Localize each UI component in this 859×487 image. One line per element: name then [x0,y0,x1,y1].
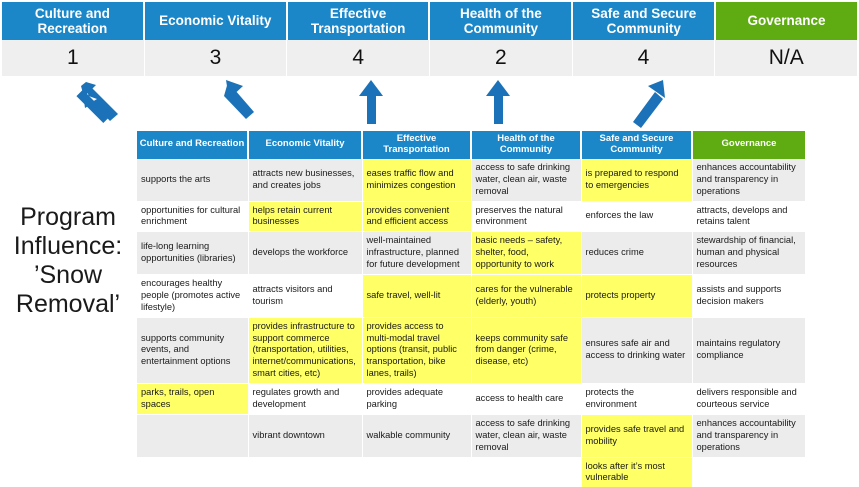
matrix-cell: attracts new businesses, and creates job… [248,158,363,202]
matrix-cell: access to safe drinking water, clean air… [471,414,582,458]
matrix-cell: opportunities for cultural enrichment [137,201,249,233]
matrix-cell-highlighted: is prepared to respond to emergencies [581,158,693,202]
matrix-cell: life-long learning opportunities (librar… [137,231,249,275]
arrow-up-transportation [359,80,383,124]
matrix-cell-highlighted: provides access to multi-modal travel op… [362,317,472,385]
matrix-column-header: Health of the Community [471,131,582,159]
table-row: looks after it’s most vulnerable [137,457,805,487]
matrix-cell: attracts, develops and retains talent [692,201,805,233]
matrix-column-header: Governance [692,131,805,159]
scorecard-score-value: 1 [2,40,145,76]
matrix-cell [137,414,249,458]
matrix-cell-highlighted: eases traffic flow and minimizes congest… [362,158,472,202]
matrix-column-header: Culture and Recreation [137,131,249,159]
scorecard-header-cell: Effective Transportation [287,2,431,40]
scorecard-score-value: 4 [287,40,431,76]
matrix-cell-highlighted: provides infrastructure to support comme… [248,317,363,385]
matrix-cell-highlighted: safe travel, well-lit [362,274,472,318]
caption-line-3: ’Snow [33,261,103,289]
matrix-cell: preserves the natural environment [471,201,582,233]
matrix-cell-highlighted: provides convenient and efficient access [362,201,472,233]
matrix-column-header: Safe and Secure Community [581,131,693,159]
scorecard-value-row: 1 3 4 2 4 N/A [2,40,857,76]
matrix-cell: well-maintained infrastructure, planned … [362,231,472,275]
matrix-cell: enforces the law [581,201,693,233]
matrix-cell: reduces crime [581,231,693,275]
scorecard-score-value: N/A [768,46,804,69]
matrix-cell: encourages healthy people (promotes acti… [137,274,249,318]
table-row: supports community events, and entertain… [137,317,805,385]
matrix-cell-highlighted: parks, trails, open spaces [137,383,249,415]
table-row: encourages healthy people (promotes acti… [137,274,805,318]
matrix-cell: maintains regulatory compliance [692,317,805,385]
scorecard-header-row: Culture and Recreation Economic Vitality E… [2,2,857,40]
matrix-body: supports the arts attracts new businesses… [137,158,805,487]
matrix-cell-highlighted: cares for the vulnerable (elderly, youth… [471,274,582,318]
program-influence-caption: Program Influence: ’Snow Removal’ [4,203,132,319]
matrix-cell: delivers responsible and courteous servi… [692,383,805,415]
matrix-cell: enhances accountability and transparency… [692,158,805,202]
scorecard-header-cell: Culture and Recreation [2,2,145,40]
influence-matrix-table: Culture and Recreation Economic Vitality E… [137,131,805,487]
matrix-cell: provides adequate parking [362,383,472,415]
arrow-up-right-safe [633,80,665,128]
arrow-up-left-culture [76,82,118,123]
arrow-group [76,80,665,128]
matrix-cell [137,457,249,487]
caption-line-1: Program [20,203,116,231]
matrix-cell: attracts visitors and tourism [248,274,363,318]
matrix-cell: develops the workforce [248,231,363,275]
matrix-cell: assists and supports decision makers [692,274,805,318]
matrix-cell: stewardship of financial, human and phys… [692,231,805,275]
caption-line-2: Influence: [13,232,123,260]
caption-line-4: Removal’ [15,290,121,318]
table-row: opportunities for cultural enrichment hel… [137,201,805,233]
matrix-cell: supports the arts [137,158,249,202]
matrix-cell-highlighted: looks after it’s most vulnerable [581,457,693,487]
matrix-cell: enhances accountability and transparency… [692,414,805,458]
scorecard-score-value: 4 [573,40,716,76]
matrix-header: Culture and Recreation Economic Vitality E… [137,131,805,159]
scorecard-header-cell: Economic Vitality [144,2,288,40]
matrix-cell: protects the environment [581,383,693,415]
table-row: parks, trails, open spaces regulates grow… [137,383,805,415]
scorecard-score-value: 2 [430,40,573,76]
arrow-up-left-economic [224,80,254,119]
scorecard: Culture and Recreation Economic Vitality E… [2,2,857,76]
matrix-cell: access to health care [471,383,582,415]
scorecard-header-cell: Safe and Secure Community [573,2,717,40]
matrix-column-header: Effective Transportation [362,131,472,159]
matrix-header-row: Culture and Recreation Economic Vitality E… [137,131,805,159]
matrix-cell [692,457,805,487]
matrix-cell: regulates growth and development [248,383,363,415]
matrix-cell [362,457,472,487]
matrix-cell [471,457,582,487]
matrix-column-header: Economic Vitality [248,131,363,159]
matrix-cell: access to safe drinking water, clean air… [471,158,582,202]
matrix-cell: walkable community [362,414,472,458]
matrix-cell: vibrant downtown [248,414,363,458]
matrix-cell-highlighted: protects property [581,274,693,318]
matrix-cell-highlighted: helps retain current businesses [248,201,363,233]
matrix-cell-highlighted: keeps community safe from danger (crime,… [471,317,582,385]
matrix-cell [248,457,363,487]
table-row: vibrant downtown walkable community access… [137,414,805,458]
table-row: supports the arts attracts new businesses… [137,158,805,202]
matrix-cell: supports community events, and entertain… [137,317,249,385]
scorecard-score-value: 3 [145,40,288,76]
arrow-up-health [486,80,510,124]
scorecard-header-cell: Governance [716,2,857,40]
matrix-cell: ensures safe air and access to drinking … [581,317,693,385]
matrix-cell-highlighted: basic needs – safety, shelter, food, opp… [471,231,582,275]
matrix-cell-highlighted: provides safe travel and mobility [581,414,693,458]
scorecard-header-cell: Health of the Community [430,2,574,40]
table-row: life-long learning opportunities (librar… [137,231,805,275]
